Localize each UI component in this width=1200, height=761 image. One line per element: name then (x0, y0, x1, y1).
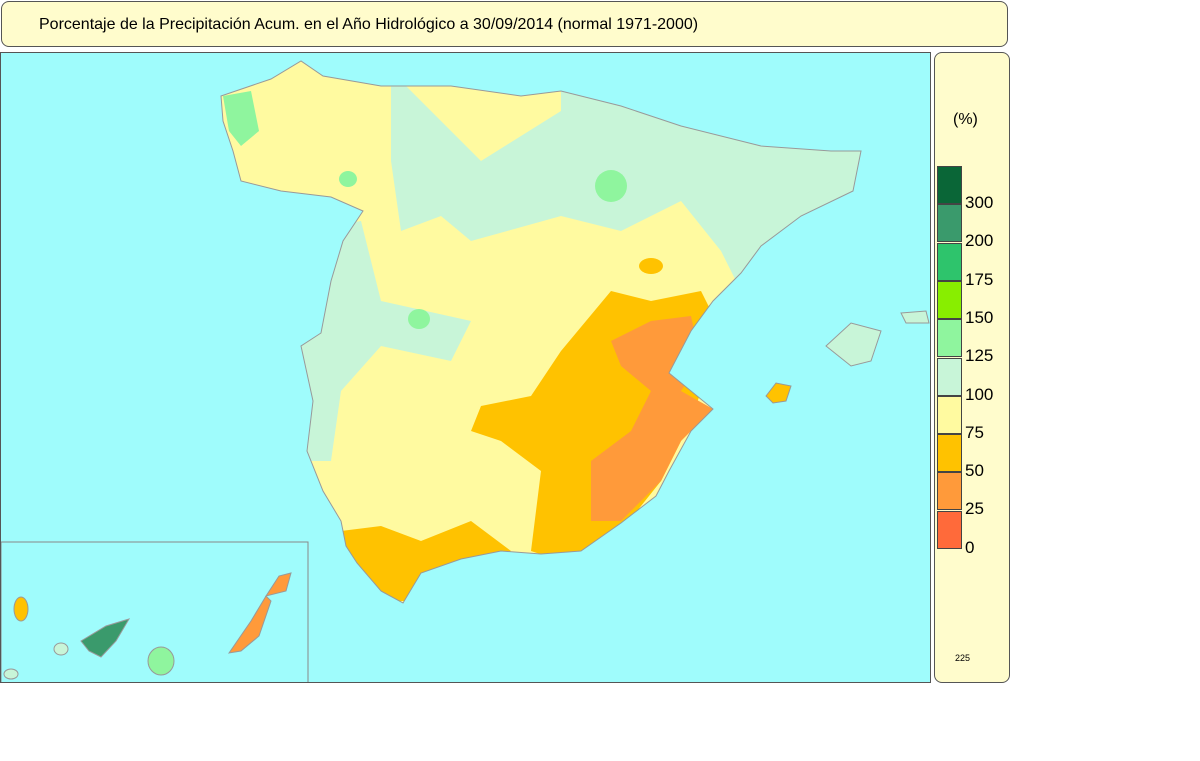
legend-label: 200 (965, 231, 994, 251)
legend-swatch (937, 242, 962, 281)
legend-label: 300 (965, 193, 994, 212)
peninsula-outline (220, 60, 862, 604)
region-50-75-south (341, 521, 511, 601)
legend-swatch (937, 357, 962, 396)
region-100-125-west (301, 221, 471, 461)
map-svg (1, 60, 930, 682)
title-box: Porcentaje de la Precipitación Acum. en … (1, 1, 1008, 47)
legend: (%) 300 200 175 150 125 100 75 50 25 0 225 (934, 52, 1010, 683)
legend-label: 75 (965, 422, 984, 442)
balearic-islands (765, 310, 930, 404)
legend-label: 100 (965, 384, 994, 404)
legend-label: 150 (965, 307, 994, 327)
legend-swatch (937, 434, 962, 473)
map-title: Porcentaje de la Precipitación Acum. en … (39, 16, 699, 33)
legend-label: 175 (965, 269, 994, 289)
legend-label: 25 (965, 499, 984, 519)
legend-unit: (%) (953, 111, 978, 128)
canary-inset (1, 541, 309, 682)
legend-swatch (937, 319, 962, 358)
legend-swatch (937, 204, 962, 243)
legend-swatch (937, 280, 962, 319)
legend-swatch (937, 395, 962, 434)
canary-islands (3, 572, 292, 680)
legend-swatch (937, 510, 962, 549)
precipitation-map (0, 52, 931, 683)
map-code: 225 (955, 653, 971, 663)
legend-label: 125 (965, 346, 994, 366)
peninsula (221, 61, 861, 603)
legend-swatch (937, 472, 962, 511)
legend-swatch (937, 166, 962, 204)
legend-label: 50 (965, 461, 984, 481)
legend-label: 0 (965, 537, 975, 557)
